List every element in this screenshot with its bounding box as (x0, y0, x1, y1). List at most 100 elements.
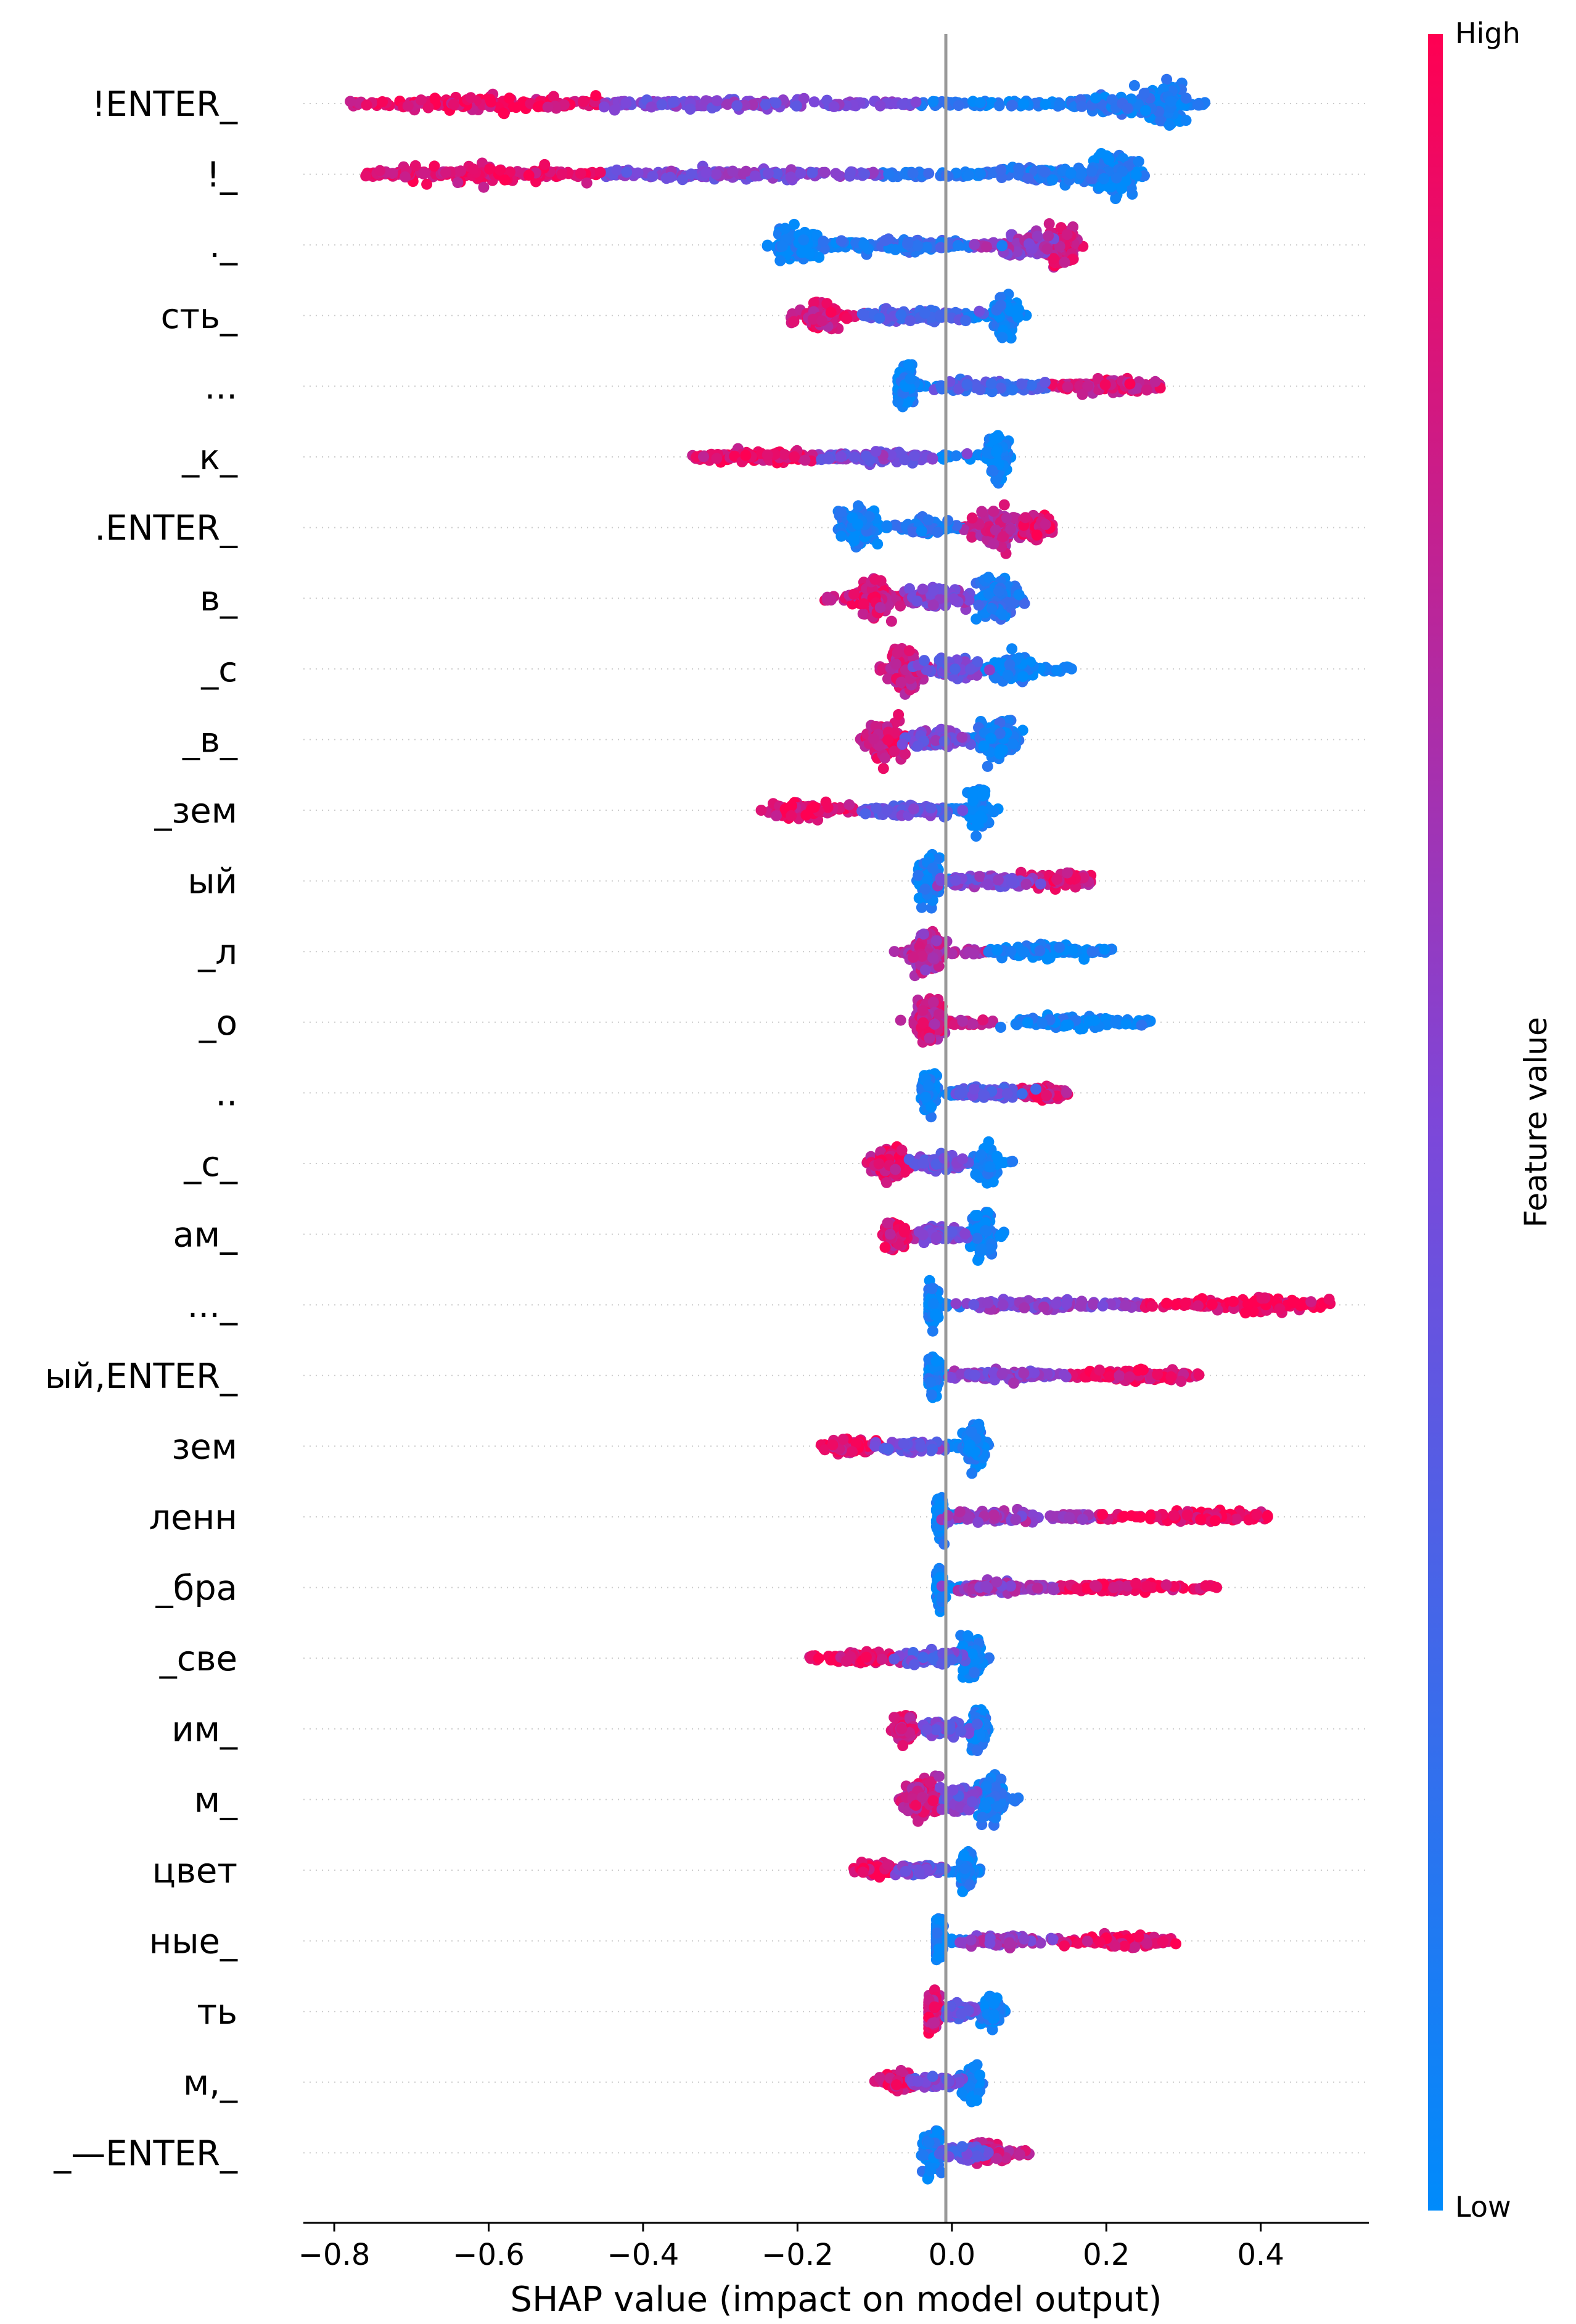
shap-point (983, 572, 995, 583)
shap-point (421, 178, 433, 190)
shap-point (948, 593, 959, 605)
shap-point (598, 101, 610, 113)
feature-points-row (360, 148, 1150, 204)
shap-point (993, 659, 1005, 671)
shap-point (785, 171, 797, 183)
shap-point (795, 168, 806, 179)
shap-point (621, 166, 633, 178)
shap-point (847, 512, 858, 524)
shap-point (763, 168, 774, 179)
shap-point (1043, 230, 1054, 242)
shap-point (761, 239, 773, 251)
shap-point (632, 167, 644, 179)
shap-point (440, 167, 452, 178)
shap-point (656, 99, 668, 110)
shap-point (548, 91, 559, 102)
shap-point (942, 515, 954, 527)
shap-point (818, 236, 829, 247)
shap-point (881, 804, 893, 816)
shap-point (402, 101, 414, 112)
shap-point (997, 744, 1009, 756)
shap-point (942, 170, 954, 182)
shap-point (990, 446, 1002, 458)
shap-point (857, 608, 869, 620)
shap-point (495, 164, 506, 176)
shap-point (1026, 379, 1037, 391)
feature-points-row (819, 572, 1030, 627)
shap-point (665, 171, 676, 183)
shap-point (853, 500, 864, 512)
shap-point (998, 499, 1010, 511)
shap-point (1128, 80, 1140, 91)
shap-point (799, 454, 811, 466)
shap-point (825, 306, 837, 318)
shap-point (858, 239, 870, 250)
shap-point (1099, 379, 1111, 390)
shap-point (415, 94, 427, 106)
shap-point (963, 170, 975, 181)
shap-point (923, 168, 935, 179)
shap-point (870, 446, 882, 458)
shap-point (1013, 162, 1025, 174)
shap-point (1098, 173, 1110, 184)
row-guide-lines (303, 103, 1369, 2154)
shap-point (465, 92, 477, 104)
shap-point (786, 810, 797, 821)
shap-point (771, 810, 782, 821)
shap-point (1041, 243, 1053, 255)
shap-point (710, 168, 722, 180)
shap-point (700, 167, 712, 179)
shap-point (953, 100, 964, 112)
shap-point (910, 96, 922, 108)
shap-point (484, 163, 496, 175)
shap-point (900, 748, 911, 760)
shap-point (498, 107, 509, 119)
shap-point (1002, 670, 1014, 681)
feature-points-row (786, 289, 1032, 344)
shap-point (806, 167, 818, 179)
shap-points (345, 73, 1336, 2185)
shap-point (711, 453, 723, 464)
shap-point (400, 171, 411, 183)
shap-point (360, 170, 372, 182)
shap-point (949, 663, 961, 675)
shap-point (956, 731, 968, 743)
shap-point (1062, 381, 1073, 393)
shap-point (374, 165, 386, 176)
shap-point (1019, 512, 1031, 524)
shap-point (988, 506, 999, 517)
shap-point (919, 307, 930, 319)
shap-point (1005, 524, 1017, 535)
shap-point (874, 602, 886, 614)
shap-point (686, 168, 697, 180)
shap-point (903, 645, 915, 657)
shap-point (523, 170, 535, 181)
shap-point (927, 96, 939, 107)
shap-point (868, 166, 879, 178)
shap-point (977, 790, 988, 802)
shap-point (1004, 659, 1016, 670)
shap-point (974, 384, 986, 396)
shap-point (1006, 99, 1018, 111)
shap-point (485, 96, 497, 108)
shap-point (934, 654, 945, 666)
shap-point (908, 803, 919, 815)
shap-point (816, 315, 827, 327)
shap-point (917, 583, 929, 595)
shap-point (1065, 168, 1077, 179)
shap-point (874, 100, 886, 112)
shap-point (1040, 99, 1051, 110)
shap-point (774, 255, 786, 266)
shap-point (957, 805, 969, 816)
shap-point (1022, 173, 1034, 184)
shap-point (905, 315, 916, 327)
shap-point (578, 96, 589, 107)
shap-point (1053, 99, 1065, 110)
shap-point (770, 97, 782, 109)
feature-points-row (761, 218, 1089, 273)
shap-point (823, 453, 835, 465)
shap-point (879, 752, 891, 764)
shap-point (893, 709, 905, 720)
shap-point (974, 97, 986, 109)
shap-point (985, 733, 996, 744)
